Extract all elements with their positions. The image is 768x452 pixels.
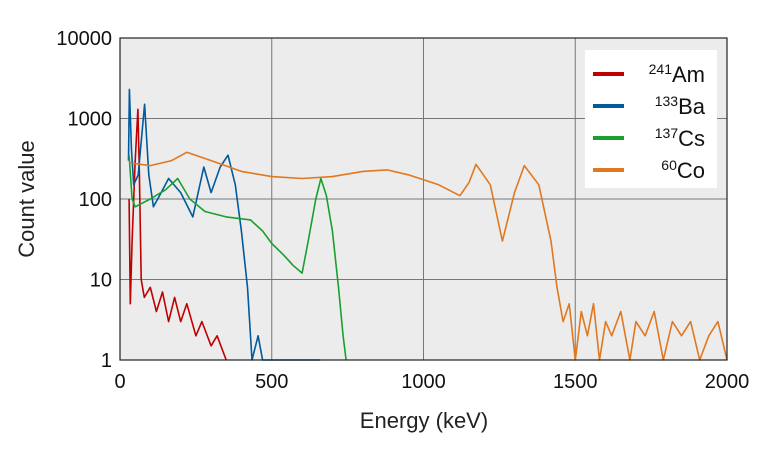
legend-label-am: 241Am [649,61,705,87]
legend-label-cs: 137Cs [655,125,705,151]
series-lines [127,88,728,361]
y-ticks: 1 10 100 1000 10000 [56,28,112,372]
legend: 241Am 133Ba 137Cs 60Co [585,50,717,188]
x-tick-label: 500 [255,371,288,393]
legend-label-co: 60Co [661,157,705,183]
y-tick-label: 1000 [68,109,113,131]
legend-label-ba: 133Ba [655,93,706,119]
y-tick-label: 1 [101,350,112,372]
y-tick-label: 10 [90,270,112,292]
y-tick-label: 10000 [56,28,112,50]
x-tick-label: 1000 [401,371,446,393]
x-tick-label: 2000 [705,371,750,393]
x-tick-label: 0 [114,371,125,393]
series-line-cs [128,155,347,361]
series-line-ba [127,88,321,361]
series-line-co [129,151,728,361]
y-tick-label: 100 [79,189,112,211]
x-ticks: 0 500 1000 1500 2000 [114,371,749,393]
series-line-am [128,108,227,361]
x-axis-label: Energy (keV) [360,408,488,433]
y-axis-label: Count value [14,140,39,257]
plot-frame [119,37,728,361]
x-tick-label: 1500 [553,371,598,393]
